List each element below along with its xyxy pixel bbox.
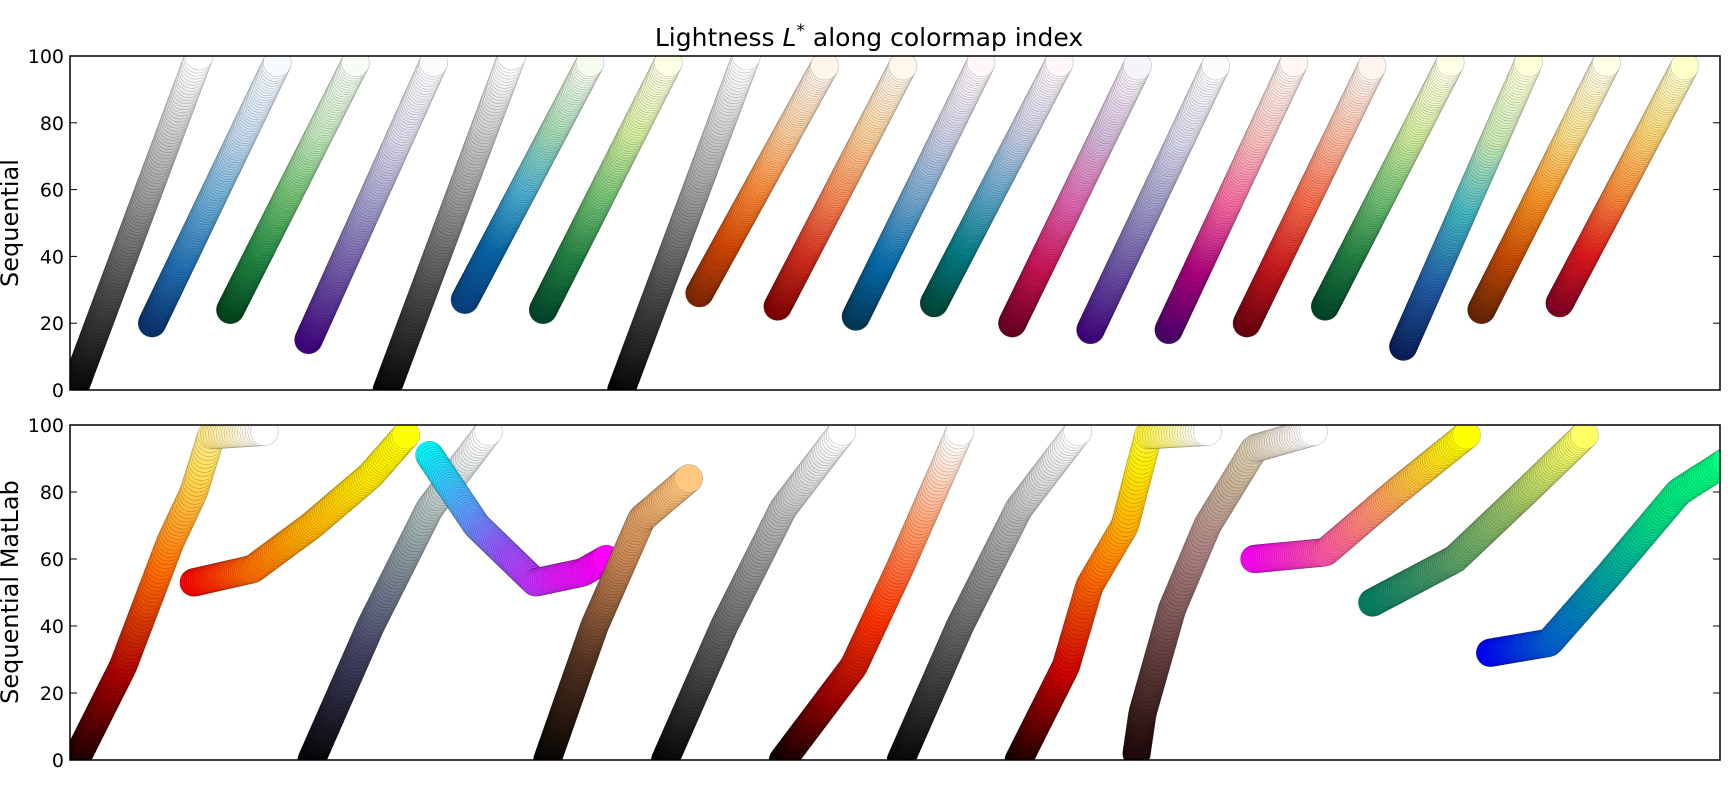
series-10-point — [888, 56, 918, 81]
series-14-point — [1201, 56, 1230, 81]
series-20-point — [1670, 56, 1700, 81]
series-9-point — [810, 56, 839, 81]
series-2 — [179, 425, 421, 597]
series-17 — [1310, 56, 1465, 321]
series-14 — [1076, 56, 1230, 345]
y-tick-label: 80 — [40, 482, 64, 504]
series-10-point — [1299, 425, 1328, 446]
series-11-point — [966, 56, 996, 77]
series-11 — [841, 56, 996, 331]
sequential-y-label: Sequential — [0, 159, 24, 287]
series-9 — [1004, 425, 1222, 760]
y-tick-label: 60 — [40, 549, 64, 571]
series-2-point — [262, 56, 292, 77]
y-tick-label: 40 — [40, 616, 64, 638]
sequential-axes-frame — [69, 55, 1721, 391]
series-8-point — [732, 56, 761, 71]
series-5 — [533, 464, 704, 760]
series-10 — [763, 56, 918, 321]
series-4-point — [419, 56, 448, 77]
series-12 — [1358, 425, 1599, 617]
series-4 — [415, 440, 621, 597]
series-11-point — [1452, 425, 1481, 450]
series-6 — [450, 56, 605, 315]
y-tick-label: 60 — [40, 180, 64, 202]
series-6 — [650, 425, 857, 760]
y-tick-label: 0 — [52, 750, 64, 772]
series-7-point — [945, 425, 975, 446]
series-7-point — [653, 56, 683, 77]
series-17-point — [1435, 56, 1465, 77]
series-9-point — [1193, 425, 1222, 446]
series-2-point — [391, 425, 421, 450]
series-6-point — [827, 425, 857, 446]
title-superscript: * — [796, 21, 805, 41]
series-8 — [886, 425, 1092, 760]
series-3 — [297, 425, 503, 760]
series-3-point — [341, 56, 370, 77]
title-suffix: along colormap index — [805, 23, 1083, 52]
series-3 — [216, 56, 370, 325]
sequential-matlab-axes-frame — [69, 424, 1721, 761]
y-tick-label: 100 — [28, 46, 64, 68]
sequential-matlab-y-label: Sequential MatLab — [0, 480, 24, 704]
series-10 — [1122, 425, 1328, 760]
y-tick-label: 20 — [40, 683, 64, 705]
series-8 — [607, 56, 761, 390]
series-16-point — [1357, 56, 1387, 81]
series-6-point — [575, 56, 605, 77]
series-5 — [372, 56, 527, 390]
panel-sequential-matlab: 0 20 40 60 80 100 Sequential MatLab — [0, 415, 1721, 772]
series-12-point — [1044, 56, 1074, 77]
title-symbol: L — [783, 23, 797, 52]
series-18 — [1388, 56, 1543, 361]
series-9 — [685, 56, 839, 308]
y-tick-label: 100 — [28, 415, 64, 437]
series-16 — [1232, 56, 1387, 338]
y-tick-label: 20 — [40, 313, 64, 335]
series-8-point — [1063, 425, 1092, 446]
series-7 — [768, 425, 975, 760]
y-tick-label: 80 — [40, 113, 64, 135]
series-12-point — [1570, 425, 1599, 450]
series-1-point — [184, 56, 214, 71]
series-3-point — [474, 425, 503, 446]
panel-sequential: 0 20 40 60 80 100 Sequential — [0, 46, 1721, 402]
series-4 — [294, 56, 448, 355]
y-tick-label: 40 — [40, 246, 64, 268]
series-1 — [70, 56, 214, 390]
series-12 — [919, 56, 1074, 318]
sequential-y-axis: 0 20 40 60 80 100 — [28, 46, 1720, 402]
sequential-matlab-marks — [70, 425, 1720, 760]
series-13 — [997, 56, 1152, 338]
series-2 — [137, 56, 292, 338]
series-13 — [1475, 448, 1720, 668]
sequential-marks — [70, 56, 1700, 390]
series-5-point — [497, 56, 527, 71]
series-18-point — [1514, 56, 1543, 77]
title-prefix: Lightness — [655, 23, 783, 52]
series-5-point — [674, 464, 704, 493]
y-tick-label: 0 — [52, 380, 64, 402]
series-15-point — [1279, 56, 1309, 77]
series-1 — [70, 425, 279, 760]
series-20 — [1545, 56, 1700, 318]
series-1-point — [250, 425, 279, 446]
figure-title: Lightness L* along colormap index — [655, 21, 1083, 52]
series-13-point — [1711, 448, 1720, 475]
series-7 — [528, 56, 683, 325]
series-19 — [1467, 56, 1621, 325]
series-13-point — [1123, 56, 1152, 81]
series-11 — [1240, 425, 1481, 574]
series-15 — [1154, 56, 1309, 345]
series-19-point — [1592, 56, 1621, 77]
sequential-matlab-y-axis: 0 20 40 60 80 100 — [28, 415, 1720, 772]
